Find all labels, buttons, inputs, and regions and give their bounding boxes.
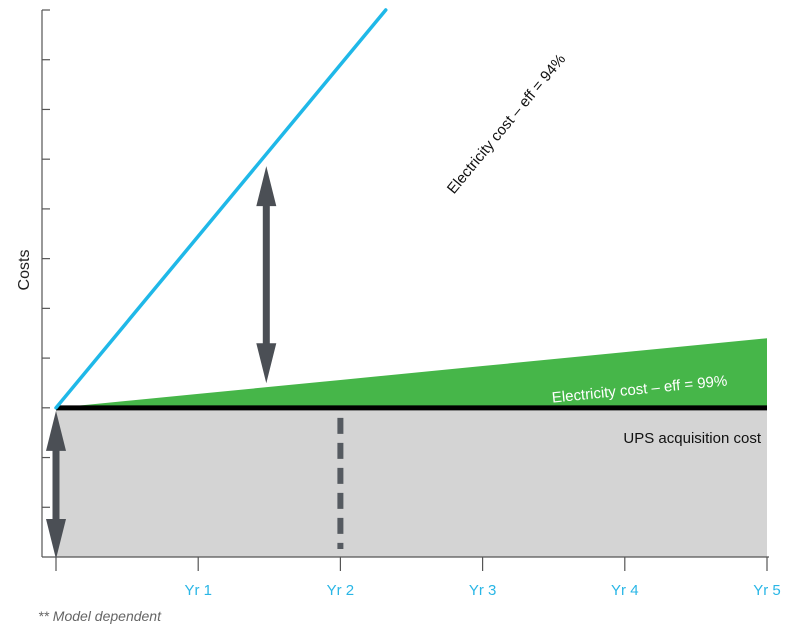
acquisition-cost-arrow <box>46 410 66 559</box>
double-arrow-shape <box>256 166 277 384</box>
y-axis-label: Costs <box>16 250 33 291</box>
electricity-94-line <box>54 8 388 410</box>
savings-difference-arrow <box>256 166 277 384</box>
arrows-layer <box>46 166 277 559</box>
footnote: ** Model dependent <box>38 608 161 624</box>
electricity-94-label: Electricity cost ‒ eff = 94% <box>444 51 569 197</box>
areas-layer <box>56 338 767 557</box>
x-tick-label: Yr 4 <box>611 582 639 599</box>
electricity-99-area <box>56 338 767 408</box>
x-tick-label: Yr 3 <box>469 582 497 599</box>
ups-acquisition-area <box>56 407 767 557</box>
axes-layer: Yr 1 Yr 2 Yr 3 Yr 4 Yr 5 <box>41 9 781 599</box>
x-tick-label: Yr 5 <box>753 582 781 599</box>
double-arrow-shape <box>46 410 66 559</box>
x-tick-label: Yr 2 <box>327 582 355 599</box>
ups-acquisition-label: UPS acquisition cost <box>623 430 761 447</box>
x-ticks: Yr 1 Yr 2 Yr 3 Yr 4 Yr 5 <box>55 557 781 599</box>
y-ticks <box>42 9 50 508</box>
x-tick-label: Yr 1 <box>184 582 212 599</box>
